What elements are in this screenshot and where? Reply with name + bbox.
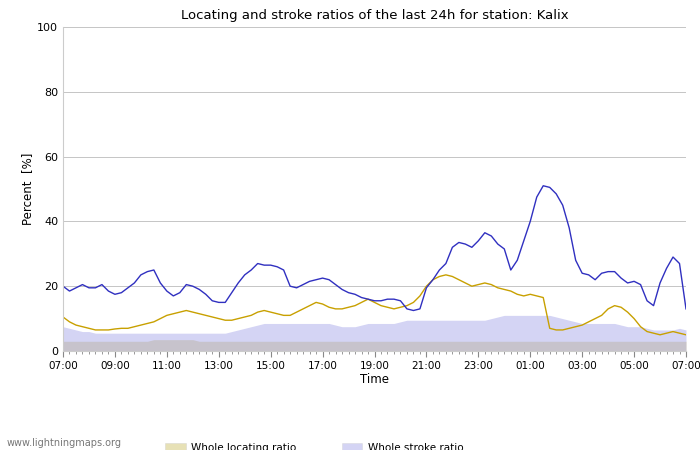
Title: Locating and stroke ratios of the last 24h for station: Kalix: Locating and stroke ratios of the last 2…: [181, 9, 568, 22]
Legend: Whole locating ratio, Locating ratio station Kalix, Whole stroke ratio, Stroke r: Whole locating ratio, Locating ratio sta…: [165, 443, 496, 450]
X-axis label: Time: Time: [360, 373, 389, 386]
Text: www.lightningmaps.org: www.lightningmaps.org: [7, 438, 122, 448]
Y-axis label: Percent  [%]: Percent [%]: [22, 153, 34, 225]
